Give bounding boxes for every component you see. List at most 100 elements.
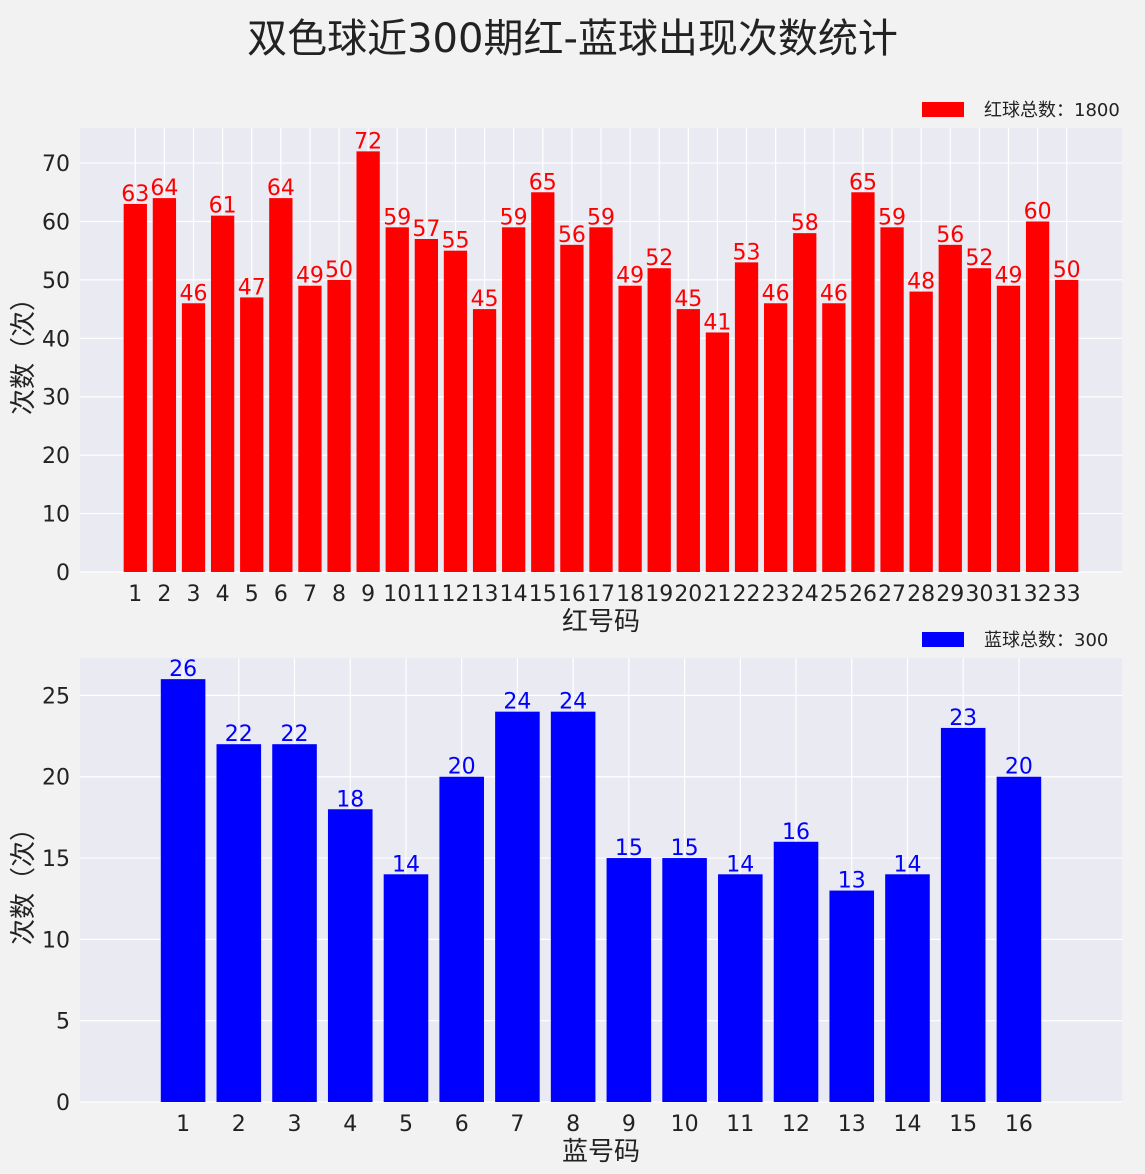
red-y-tick-label: 60 [42, 210, 70, 235]
red-y-tick-label: 30 [42, 386, 70, 411]
blue-x-tick-label: 15 [949, 1112, 977, 1137]
blue-y-axis-label: 次数（次） [9, 815, 39, 945]
red-x-tick-label: 19 [645, 582, 673, 607]
red-y-tick-label: 20 [42, 444, 70, 469]
red-x-tick-label: 30 [965, 582, 993, 607]
red-bar-value-label: 46 [180, 281, 208, 306]
red-y-tick-label: 40 [42, 327, 70, 352]
blue-x-tick-label: 13 [838, 1112, 866, 1137]
blue-bar-value-label: 23 [949, 706, 977, 731]
red-x-tick-label: 7 [303, 582, 317, 607]
red-bar-32 [1025, 221, 1050, 572]
red-bar-9 [356, 151, 380, 573]
red-bar-value-label: 55 [441, 229, 469, 254]
blue-bar-value-label: 14 [893, 852, 921, 877]
red-x-tick-label: 16 [558, 582, 586, 607]
blue-y-tick-label: 25 [42, 684, 70, 709]
red-x-tick-label: 4 [216, 582, 230, 607]
blue-y-tick-label: 20 [42, 766, 70, 791]
red-bar-value-label: 49 [994, 264, 1022, 289]
blue-legend: 蓝球总数：300 [922, 626, 1108, 652]
blue-bar-4 [327, 809, 373, 1102]
blue-bar-7 [495, 711, 540, 1102]
blue-legend-label: 蓝球总数：300 [984, 630, 1109, 651]
red-bar-2 [152, 198, 177, 572]
blue-bar-12 [773, 841, 819, 1102]
red-y-tick-label: 50 [42, 269, 70, 294]
red-x-tick-label: 6 [274, 582, 288, 607]
blue-bar-value-label: 26 [169, 657, 197, 682]
blue-x-tick-label: 1 [176, 1112, 190, 1137]
red-x-tick-label: 15 [529, 582, 557, 607]
blue-bar-value-label: 22 [225, 722, 253, 747]
red-bar-20 [676, 309, 700, 572]
red-bar-19 [647, 268, 671, 572]
red-x-tick-label: 14 [500, 582, 528, 607]
blue-x-tick-label: 6 [455, 1112, 469, 1137]
red-x-tick-label: 3 [187, 582, 201, 607]
blue-y-tick-label: 5 [56, 1010, 70, 1035]
red-bar-value-label: 59 [587, 205, 615, 230]
red-bar-21 [705, 332, 730, 572]
red-x-axis-label: 红号码 [562, 607, 640, 637]
red-x-tick-label: 8 [332, 582, 346, 607]
red-bar-value-label: 46 [762, 281, 790, 306]
blue-bar-value-label: 24 [503, 690, 531, 715]
red-bar-value-label: 49 [616, 264, 644, 289]
red-x-tick-label: 11 [412, 582, 440, 607]
red-bar-value-label: 41 [703, 310, 731, 335]
blue-y-tick-label: 0 [56, 1091, 70, 1116]
red-bar-value-label: 52 [965, 246, 993, 271]
red-bar-value-label: 45 [471, 287, 499, 312]
red-bar-value-label: 59 [878, 205, 906, 230]
red-y-axis-label: 次数（次） [9, 285, 39, 415]
blue-x-tick-label: 3 [288, 1112, 302, 1137]
red-bar-14 [502, 227, 526, 572]
red-bar-24 [793, 233, 817, 572]
blue-bar-16 [996, 776, 1042, 1102]
blue-ball-chart: 0510152025261222223184145206247248159151… [9, 657, 1122, 1167]
blue-bar-9 [606, 858, 652, 1102]
blue-x-tick-label: 14 [893, 1112, 921, 1137]
red-bar-value-label: 47 [238, 275, 266, 300]
red-bar-value-label: 64 [150, 176, 178, 201]
red-x-tick-label: 9 [361, 582, 375, 607]
red-bar-1 [123, 203, 147, 572]
blue-bar-value-label: 16 [782, 820, 810, 845]
blue-x-tick-label: 9 [622, 1112, 636, 1137]
blue-x-tick-label: 16 [1005, 1112, 1033, 1137]
red-bar-value-label: 45 [674, 287, 702, 312]
red-legend-label: 红球总数：1800 [984, 100, 1120, 121]
red-x-tick-label: 20 [674, 582, 702, 607]
blue-bar-13 [829, 890, 875, 1102]
blue-bar-value-label: 15 [671, 836, 699, 861]
red-bar-4 [210, 215, 235, 572]
blue-bar-value-label: 14 [392, 852, 420, 877]
blue-bar-11 [718, 874, 763, 1102]
blue-bar-6 [439, 776, 484, 1102]
red-x-tick-label: 18 [616, 582, 644, 607]
red-x-tick-label: 24 [791, 582, 819, 607]
red-bar-value-label: 49 [296, 264, 324, 289]
blue-y-tick-label: 15 [42, 847, 70, 872]
red-x-tick-label: 32 [1024, 582, 1052, 607]
red-bar-7 [298, 285, 322, 572]
red-bar-value-label: 72 [354, 129, 382, 154]
red-bar-value-label: 56 [558, 223, 586, 248]
blue-bar-10 [662, 858, 707, 1102]
red-bar-value-label: 63 [121, 182, 149, 207]
red-bar-28 [909, 291, 933, 572]
red-x-tick-label: 28 [907, 582, 935, 607]
page-title: 双色球近300期红-蓝球出现次数统计 [247, 16, 898, 62]
red-bar-25 [822, 303, 846, 572]
blue-bar-15 [940, 727, 986, 1102]
red-legend-swatch [922, 101, 964, 117]
blue-x-tick-label: 4 [343, 1112, 357, 1137]
red-legend: 红球总数：1800 [922, 96, 1120, 122]
blue-bar-value-label: 24 [559, 690, 587, 715]
red-bar-value-label: 52 [645, 246, 673, 271]
blue-bar-value-label: 13 [838, 869, 866, 894]
red-bar-value-label: 65 [529, 170, 557, 195]
red-bar-16 [560, 244, 584, 572]
red-bar-31 [996, 285, 1021, 572]
